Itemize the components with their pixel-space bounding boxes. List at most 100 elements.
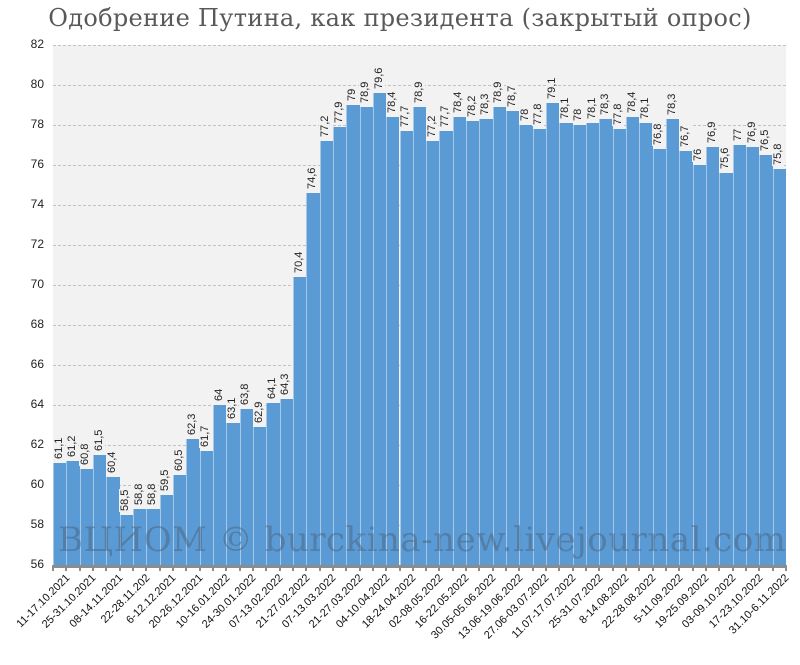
bar: [719, 173, 733, 565]
bar-value-label: 63,8: [239, 382, 252, 406]
bar-value-label: 78,4: [625, 90, 638, 114]
bar: [652, 149, 667, 565]
bar-value-label: 78: [519, 107, 532, 122]
bar-value-label: 77,7: [439, 104, 452, 128]
bar-value-label: 58,5: [119, 488, 132, 512]
bar: [226, 423, 240, 565]
x-tick: [145, 565, 148, 571]
bar-value-label: 77,8: [612, 102, 625, 126]
bar-value-label: 63,1: [225, 396, 238, 420]
x-tick: [585, 565, 588, 571]
bar-value-label: 77,9: [332, 100, 345, 124]
bar-value-label: 78,1: [585, 96, 598, 120]
x-axis-line: [53, 565, 786, 568]
bar: [279, 399, 293, 565]
bar: [706, 147, 720, 565]
x-tick: [52, 565, 54, 571]
gridline: [53, 45, 786, 46]
bar-value-label: 78,9: [412, 80, 425, 104]
bar-value-label: 78,1: [639, 96, 652, 120]
bar-value-label: 77,2: [425, 114, 438, 138]
bar-value-label: 77,2: [319, 114, 332, 138]
x-tick: [505, 565, 508, 571]
bar-value-label: 78,2: [465, 94, 478, 118]
bar: [559, 123, 573, 565]
bar: [692, 165, 707, 565]
bar-value-label: 76,5: [759, 128, 771, 152]
bar: [319, 141, 333, 565]
bar-value-label: 60,8: [79, 442, 92, 466]
x-tick: [225, 565, 228, 571]
bar-value-label: 74,6: [305, 166, 318, 190]
x-tick: [158, 565, 161, 571]
bar-value-label: 62,9: [252, 400, 265, 424]
bar: [759, 155, 773, 565]
x-tick: [758, 565, 761, 571]
bar: [306, 193, 320, 565]
x-tick: [91, 565, 94, 571]
bar: [452, 117, 467, 565]
y-tick-label: 82: [30, 37, 44, 51]
x-tick: [345, 565, 348, 571]
x-tick: [118, 565, 121, 571]
x-tick: [105, 565, 108, 571]
bar-value-label: 60,5: [172, 448, 185, 472]
bar-value-label: 75,8: [772, 142, 785, 166]
bar-value-label: 76,9: [705, 120, 718, 144]
bar: [546, 103, 560, 565]
bar: [466, 121, 480, 565]
bar: [586, 123, 600, 565]
y-tick-label: 62: [30, 437, 44, 451]
y-tick-label: 74: [30, 197, 44, 211]
bar: [332, 127, 347, 565]
bar: [66, 461, 80, 565]
bar: [439, 131, 453, 565]
bar: [492, 107, 507, 565]
bar: [159, 495, 173, 565]
bar-value-label: 61,2: [65, 434, 78, 458]
x-tick: [305, 565, 308, 571]
bar: [599, 119, 613, 565]
x-tick: [651, 565, 654, 571]
bar: [106, 477, 120, 565]
x-tick: [465, 565, 468, 571]
x-tick: [265, 565, 268, 571]
x-tick: [745, 565, 748, 571]
bar-value-label: 78,9: [359, 80, 372, 104]
x-tick: [771, 565, 774, 571]
x-tick: [371, 565, 374, 571]
x-tick: [211, 565, 214, 571]
bar: [266, 403, 280, 565]
bar-value-label: 77,8: [532, 102, 545, 126]
x-tick: [291, 565, 294, 571]
bar: [292, 277, 307, 565]
x-tick: [705, 565, 708, 571]
bar: [172, 475, 187, 565]
bar: [186, 439, 200, 565]
bar-value-label: 78,7: [505, 84, 518, 108]
x-tick: [785, 565, 787, 571]
x-tick: [238, 565, 241, 571]
x-tick: [638, 565, 641, 571]
chart-title: Одобрение Путина, как президента (закрыт…: [48, 4, 752, 32]
bar-value-label: 64,1: [265, 376, 278, 400]
bar: [732, 145, 746, 565]
y-tick-label: 80: [30, 77, 44, 91]
bar: [399, 131, 413, 565]
bar-value-label: 76,9: [745, 120, 758, 144]
bar: [92, 455, 107, 565]
bar: [506, 111, 520, 565]
bar: [372, 93, 387, 565]
bar-value-label: 79: [345, 87, 358, 102]
x-tick: [171, 565, 174, 571]
bar-value-label: 61,7: [199, 424, 212, 448]
x-tick: [558, 565, 561, 571]
bar: [532, 129, 547, 565]
x-tick: [318, 565, 321, 571]
x-tick: [531, 565, 534, 571]
bar: [412, 107, 427, 565]
bar: [746, 147, 760, 565]
bar: [426, 141, 440, 565]
y-tick-label: 68: [30, 317, 44, 331]
bar: [119, 515, 133, 565]
